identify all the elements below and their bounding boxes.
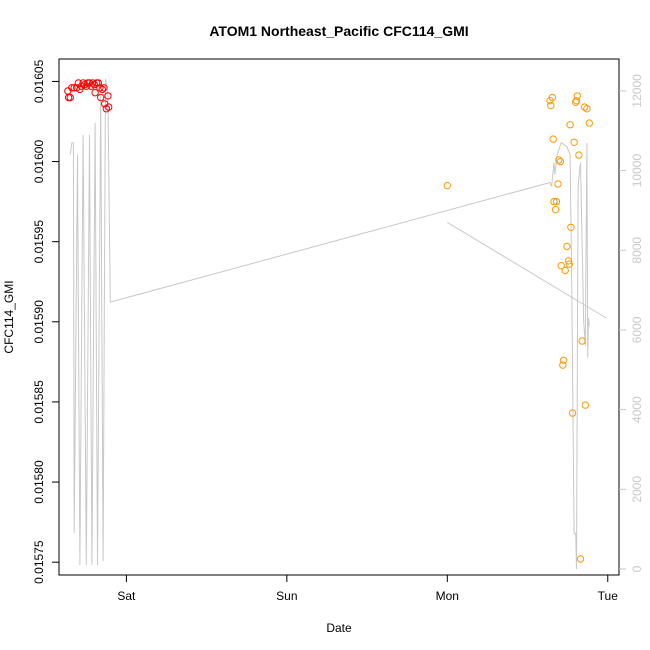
x-tick-label: Mon [436, 589, 459, 603]
right-y-tick-label: 10000 [630, 154, 644, 188]
data-point [549, 135, 557, 143]
data-point [104, 92, 112, 100]
y-tick-label: 0.01605 [32, 59, 46, 103]
data-point [97, 93, 105, 102]
data-point [578, 337, 586, 345]
data-points [64, 79, 593, 563]
data-point [91, 89, 99, 97]
series-line [69, 78, 590, 570]
data-point [551, 205, 560, 214]
data-point [563, 242, 571, 251]
y-tick-label: 0.01575 [32, 540, 46, 584]
y-tick-label: 0.01600 [32, 140, 46, 184]
right-y-tick-label: 2000 [630, 476, 644, 503]
data-point [575, 151, 583, 159]
data-point [552, 197, 561, 206]
data-point [98, 85, 107, 94]
right-y-tick-label: 6000 [630, 316, 644, 343]
data-point [585, 119, 593, 127]
x-tick-label: Tue [598, 589, 619, 603]
data-point [561, 266, 569, 275]
data-point [547, 101, 555, 110]
x-axis-label: Date [326, 621, 352, 635]
data-point [559, 361, 567, 369]
data-point [573, 92, 581, 100]
data-point [568, 409, 577, 417]
right-y-tick-label: 0 [630, 565, 644, 572]
secondary-lines [69, 78, 607, 570]
y-axis-right: 0 2000 4000 6000 8000 10000 12000 [619, 74, 644, 572]
x-tick-label: Sat [117, 589, 136, 603]
data-point [66, 93, 74, 102]
data-point [555, 156, 563, 164]
y-axis-label: CFC114_GMI [2, 280, 16, 353]
data-point [557, 262, 565, 270]
right-y-tick-label: 12000 [630, 74, 644, 108]
data-point [443, 181, 451, 190]
data-point [583, 105, 591, 113]
data-point [564, 257, 573, 265]
data-point [576, 555, 585, 563]
data-point [554, 180, 562, 188]
data-point [94, 79, 103, 87]
data-point [68, 84, 76, 92]
x-tick-label: Sun [276, 589, 297, 603]
plot-frame [58, 58, 620, 576]
data-point [105, 103, 113, 111]
y-tick-label: 0.01595 [32, 220, 46, 264]
data-point [566, 121, 574, 129]
data-point [559, 356, 568, 364]
data-point [570, 138, 578, 147]
y-tick-label: 0.01585 [32, 380, 46, 424]
right-y-tick-label: 4000 [630, 396, 644, 423]
data-point [572, 97, 581, 105]
y-axis-left: 0.01575 0.01580 0.01585 0.01590 0.01595 0.016… [32, 59, 59, 584]
data-point [550, 197, 558, 206]
data-point [565, 260, 573, 268]
data-point [556, 157, 565, 166]
series-line [447, 221, 607, 319]
data-point [581, 401, 589, 409]
y-tick-label: 0.01580 [32, 460, 46, 504]
data-point [567, 223, 575, 232]
data-point [89, 79, 97, 87]
y-tick-label: 0.01590 [32, 300, 46, 344]
data-point [548, 93, 557, 102]
chart-title: ATOM1 Northeast_Pacific CFC114_GMI [209, 23, 468, 39]
data-point [100, 84, 108, 92]
right-y-tick-label: 8000 [630, 237, 644, 264]
x-axis: Sat Sun Mon Tue [117, 575, 618, 603]
